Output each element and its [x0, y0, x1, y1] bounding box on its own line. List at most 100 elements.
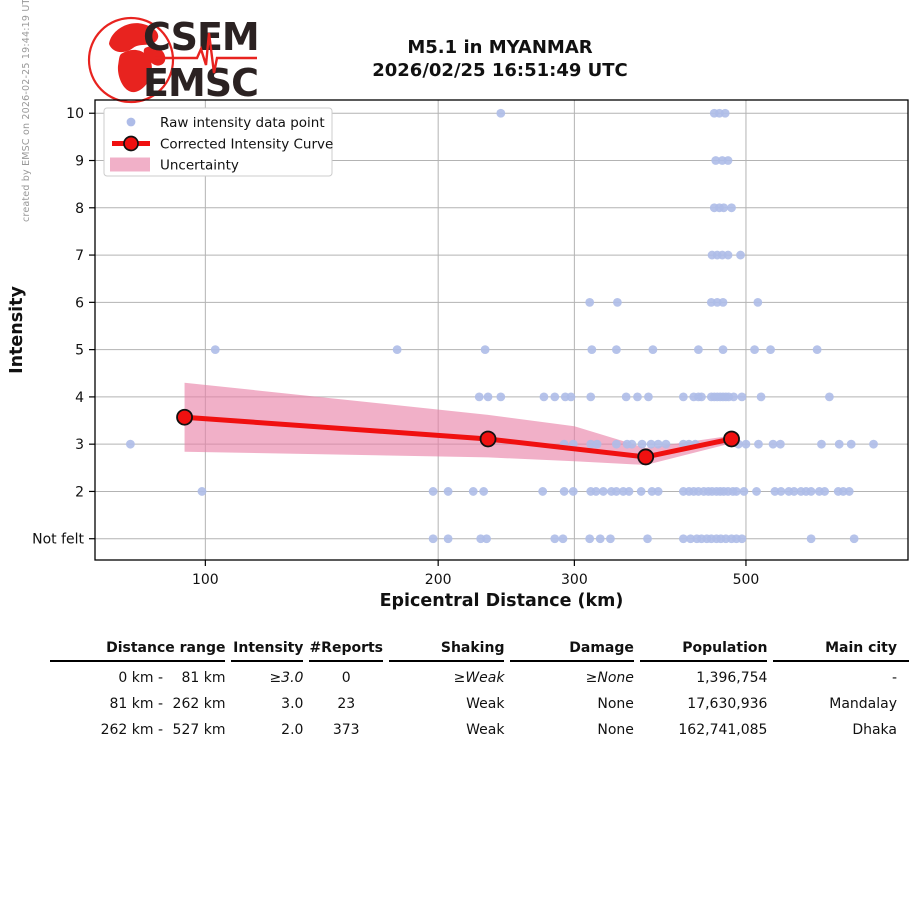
raw-point	[538, 487, 548, 496]
intensity: 2.0	[281, 722, 304, 738]
raw-point	[595, 534, 605, 544]
raw-point	[753, 297, 763, 307]
raw-point	[585, 534, 595, 544]
intensity: 3.0	[281, 696, 304, 712]
intensity: ≥3.0	[269, 670, 304, 686]
x-tick-label: 300	[561, 572, 588, 588]
curve-marker	[723, 430, 740, 448]
logo-globe-icon	[87, 16, 175, 104]
logo-continent-eurasia-icon	[109, 23, 159, 53]
logo-continent-africa-icon	[117, 49, 152, 93]
population: 17,630,936	[687, 696, 768, 712]
raw-point	[776, 439, 785, 449]
raw-point	[776, 487, 786, 496]
axes: 100 200 300 500 Not felt 2 3 4 5 6 7 8 9 10	[32, 106, 759, 588]
raw-point	[849, 534, 859, 544]
table-header-row: Distance range Intensity #Reports Shaking Da…	[50, 638, 909, 662]
raw-point	[612, 345, 621, 355]
raw-point	[812, 345, 822, 355]
raw-points	[125, 108, 878, 544]
main-city: Mandalay	[829, 696, 897, 712]
raw-point	[474, 392, 484, 402]
corrected-intensity-curve	[182, 414, 735, 460]
raw-point	[737, 534, 747, 544]
table-row: 81 km - 262 km 3.0 23 Weak None 17,630,936 Man…	[50, 688, 909, 714]
raw-point	[606, 534, 615, 544]
raw-point	[392, 345, 402, 355]
logo-continent-detail-icon	[143, 46, 166, 66]
reports-count: 373	[332, 722, 360, 738]
raw-point	[653, 439, 663, 449]
raw-point	[468, 487, 478, 496]
raw-point	[727, 203, 736, 213]
col-header--reports: #Reports	[309, 638, 384, 662]
raw-point	[539, 392, 549, 402]
raw-point	[586, 439, 596, 449]
y-tick-label: 10	[66, 106, 84, 122]
raw-point	[766, 345, 775, 355]
raw-point	[711, 156, 721, 165]
y-tick-label: 7	[75, 248, 84, 264]
col-header-population: Population	[639, 638, 768, 662]
raw-point	[210, 345, 220, 355]
raw-point	[428, 487, 438, 496]
y-axis-label: Intensity	[7, 285, 27, 373]
raw-point	[719, 203, 729, 213]
raw-point	[125, 439, 135, 449]
curve-marker	[479, 430, 497, 448]
plot-frame	[94, 99, 909, 561]
shaking: ≥Weak	[453, 670, 505, 686]
raw-point	[636, 487, 646, 496]
legend-box	[103, 107, 333, 177]
raw-point	[646, 439, 656, 449]
population: 1,396,754	[696, 670, 768, 686]
raw-point	[586, 392, 596, 402]
raw-point	[592, 439, 602, 449]
raw-point	[754, 439, 763, 449]
raw-point	[550, 392, 560, 402]
y-tick-label: 2	[75, 484, 84, 500]
raw-point	[479, 487, 489, 496]
reports-count: 0	[341, 670, 351, 686]
raw-point	[741, 439, 751, 449]
raw-point	[750, 345, 759, 355]
logo-emsc-text: EMSC	[143, 61, 258, 105]
legend-label: Corrected Intensity Curve	[160, 137, 333, 153]
raw-point	[550, 534, 560, 544]
distance-range: 0 km - 81 km	[118, 670, 226, 686]
curve-marker	[176, 408, 193, 426]
legend-label: Uncertainty	[160, 158, 239, 174]
raw-point	[846, 439, 856, 449]
raw-point	[768, 439, 778, 449]
raw-point	[844, 487, 854, 496]
population: 162,741,085	[678, 722, 768, 738]
raw-point	[653, 487, 663, 496]
raw-point	[697, 392, 706, 402]
shaking: Weak	[466, 722, 505, 738]
raw-point	[598, 487, 608, 496]
legend-raw-point-icon	[126, 117, 136, 127]
col-header-distance-range: Distance range	[50, 638, 226, 662]
raw-point	[806, 534, 816, 544]
x-tick-label: 500	[733, 572, 760, 588]
raw-point	[718, 297, 728, 307]
raw-point	[643, 534, 652, 544]
raw-point	[729, 392, 739, 402]
raw-point	[756, 392, 766, 402]
distance-range: 262 km - 527 km	[100, 722, 226, 738]
raw-point	[612, 297, 622, 307]
raw-point	[637, 439, 647, 449]
table-row: 262 km - 527 km 2.0 373 Weak None 162,741,085…	[50, 714, 909, 740]
logo-seismogram-icon	[155, 32, 257, 74]
raw-point	[591, 487, 601, 496]
x-tick-label: 200	[425, 572, 452, 588]
raw-point	[661, 439, 671, 449]
y-tick-label: 4	[75, 390, 84, 406]
raw-point	[627, 439, 637, 449]
raw-point	[443, 534, 453, 544]
raw-point	[558, 534, 568, 544]
raw-point	[869, 439, 878, 449]
intensity-vs-distance-chart: 100 200 300 500 Not felt 2 3 4 5 6 7 8 9 10 Epicentral…	[7, 99, 909, 611]
raw-point	[806, 487, 816, 496]
